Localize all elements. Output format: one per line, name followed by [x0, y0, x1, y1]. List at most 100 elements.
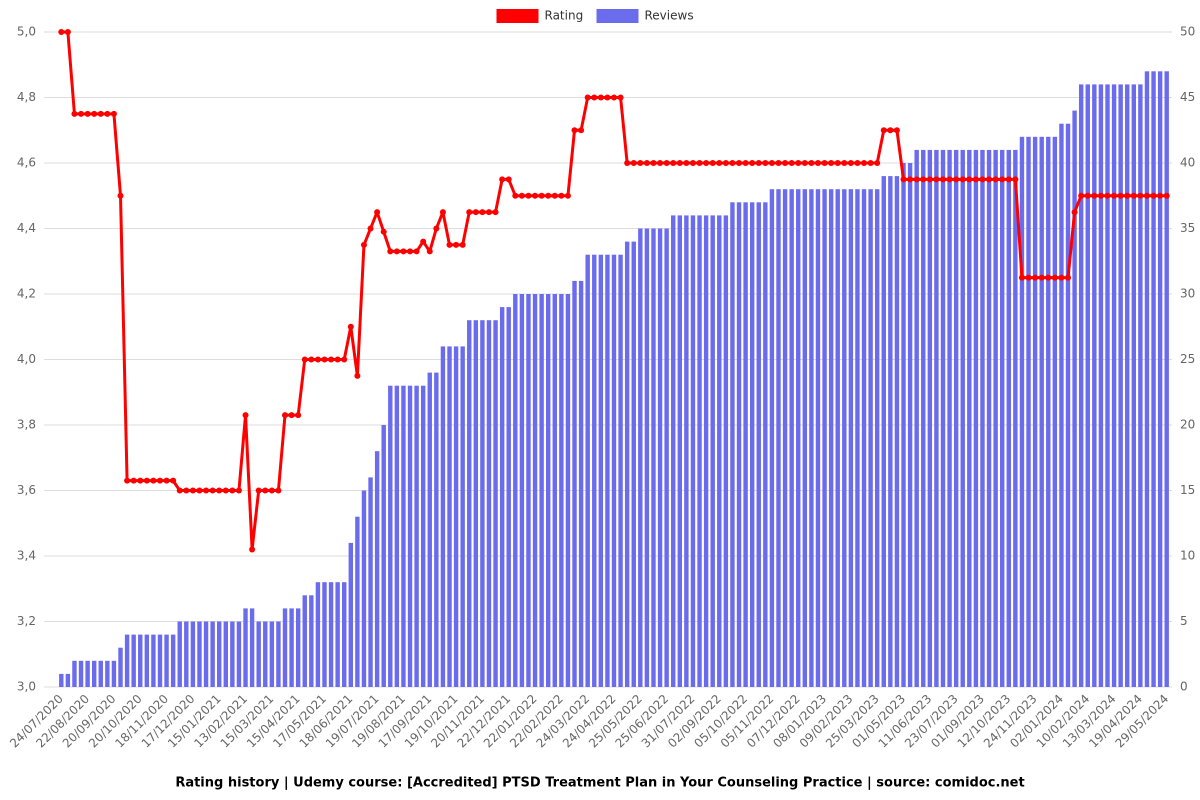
rating-point	[992, 176, 999, 183]
rating-point	[282, 412, 289, 419]
rating-point	[972, 176, 979, 183]
bar	[513, 294, 518, 687]
bar	[322, 582, 327, 687]
rating-point	[229, 487, 236, 494]
bar	[91, 660, 97, 687]
bar	[223, 621, 228, 687]
bar	[236, 621, 242, 687]
bar	[427, 372, 432, 687]
y-tick-label: 4,4	[17, 221, 36, 235]
bar	[460, 346, 465, 687]
rating-point	[676, 160, 683, 166]
bar	[756, 202, 761, 688]
rating-point	[1078, 192, 1085, 199]
bar	[65, 673, 71, 687]
bar	[960, 149, 965, 687]
bar	[1118, 84, 1123, 687]
rating-point	[782, 160, 789, 166]
rating-point	[235, 487, 242, 494]
bar	[546, 294, 551, 687]
bar	[289, 608, 294, 687]
bar	[789, 189, 794, 687]
rating-point	[479, 209, 486, 216]
rating-point	[670, 160, 677, 166]
bar	[1052, 136, 1058, 688]
bar	[578, 280, 584, 687]
bar	[532, 294, 538, 687]
bar	[151, 634, 156, 687]
rating-point	[788, 160, 795, 166]
bar	[1164, 71, 1169, 688]
rating-point	[163, 477, 170, 484]
rating-point	[1065, 274, 1072, 281]
bar	[295, 608, 301, 687]
bar	[1138, 84, 1143, 687]
bar	[105, 660, 110, 687]
bar	[644, 228, 650, 687]
bar	[749, 202, 755, 688]
rating-point	[1117, 192, 1124, 199]
rating-point	[808, 160, 815, 166]
rating-point	[104, 110, 111, 117]
rating-point	[1084, 192, 1091, 199]
bar	[914, 149, 919, 687]
bar	[822, 189, 827, 687]
bar	[453, 346, 459, 687]
rating-point	[1157, 192, 1164, 199]
bar	[210, 621, 215, 687]
bar	[947, 149, 952, 687]
rating-point	[314, 356, 321, 363]
bar	[85, 660, 90, 687]
rating-point	[920, 176, 927, 183]
bar	[1019, 136, 1025, 688]
rating-point	[861, 160, 868, 166]
bar	[217, 621, 222, 687]
rating-point	[564, 192, 571, 199]
bar	[763, 202, 768, 688]
bar	[111, 660, 117, 687]
rating-point	[538, 192, 545, 199]
rating-point	[222, 487, 229, 494]
y-tick-label: 5,0	[17, 25, 36, 39]
rating-point	[78, 110, 85, 117]
rating-point	[433, 225, 440, 232]
bar	[835, 189, 840, 687]
bar	[598, 254, 604, 687]
bar	[249, 608, 255, 687]
rating-point	[472, 209, 479, 216]
bar	[434, 372, 439, 687]
bar	[335, 582, 340, 687]
rating-point	[558, 192, 565, 199]
y-tick-label: 3,2	[17, 614, 36, 628]
rating-point	[301, 356, 308, 363]
rating-point	[867, 160, 874, 166]
bar	[776, 189, 781, 687]
rating-point	[380, 228, 387, 235]
y2-tick-label: 35	[1180, 221, 1195, 235]
bar	[388, 385, 393, 687]
bar	[355, 516, 360, 687]
bar	[973, 149, 979, 687]
rating-point	[97, 110, 104, 117]
bar	[664, 228, 669, 687]
bar	[1111, 84, 1117, 687]
rating-point	[1025, 274, 1032, 281]
rating-point	[189, 487, 196, 494]
bar	[559, 294, 564, 687]
y-tick-label: 3,8	[17, 418, 36, 432]
bar	[302, 595, 307, 687]
bar	[499, 307, 505, 687]
rating-point	[986, 176, 993, 183]
bar	[230, 621, 235, 687]
rating-point	[295, 412, 302, 419]
y2-tick-label: 45	[1180, 90, 1195, 104]
rating-point	[1130, 192, 1137, 199]
rating-point	[736, 160, 743, 166]
bar	[986, 149, 992, 687]
legend-swatch	[496, 9, 539, 23]
rating-point	[143, 477, 150, 484]
bar	[552, 294, 557, 687]
bar	[631, 241, 636, 687]
rating-point	[216, 487, 223, 494]
